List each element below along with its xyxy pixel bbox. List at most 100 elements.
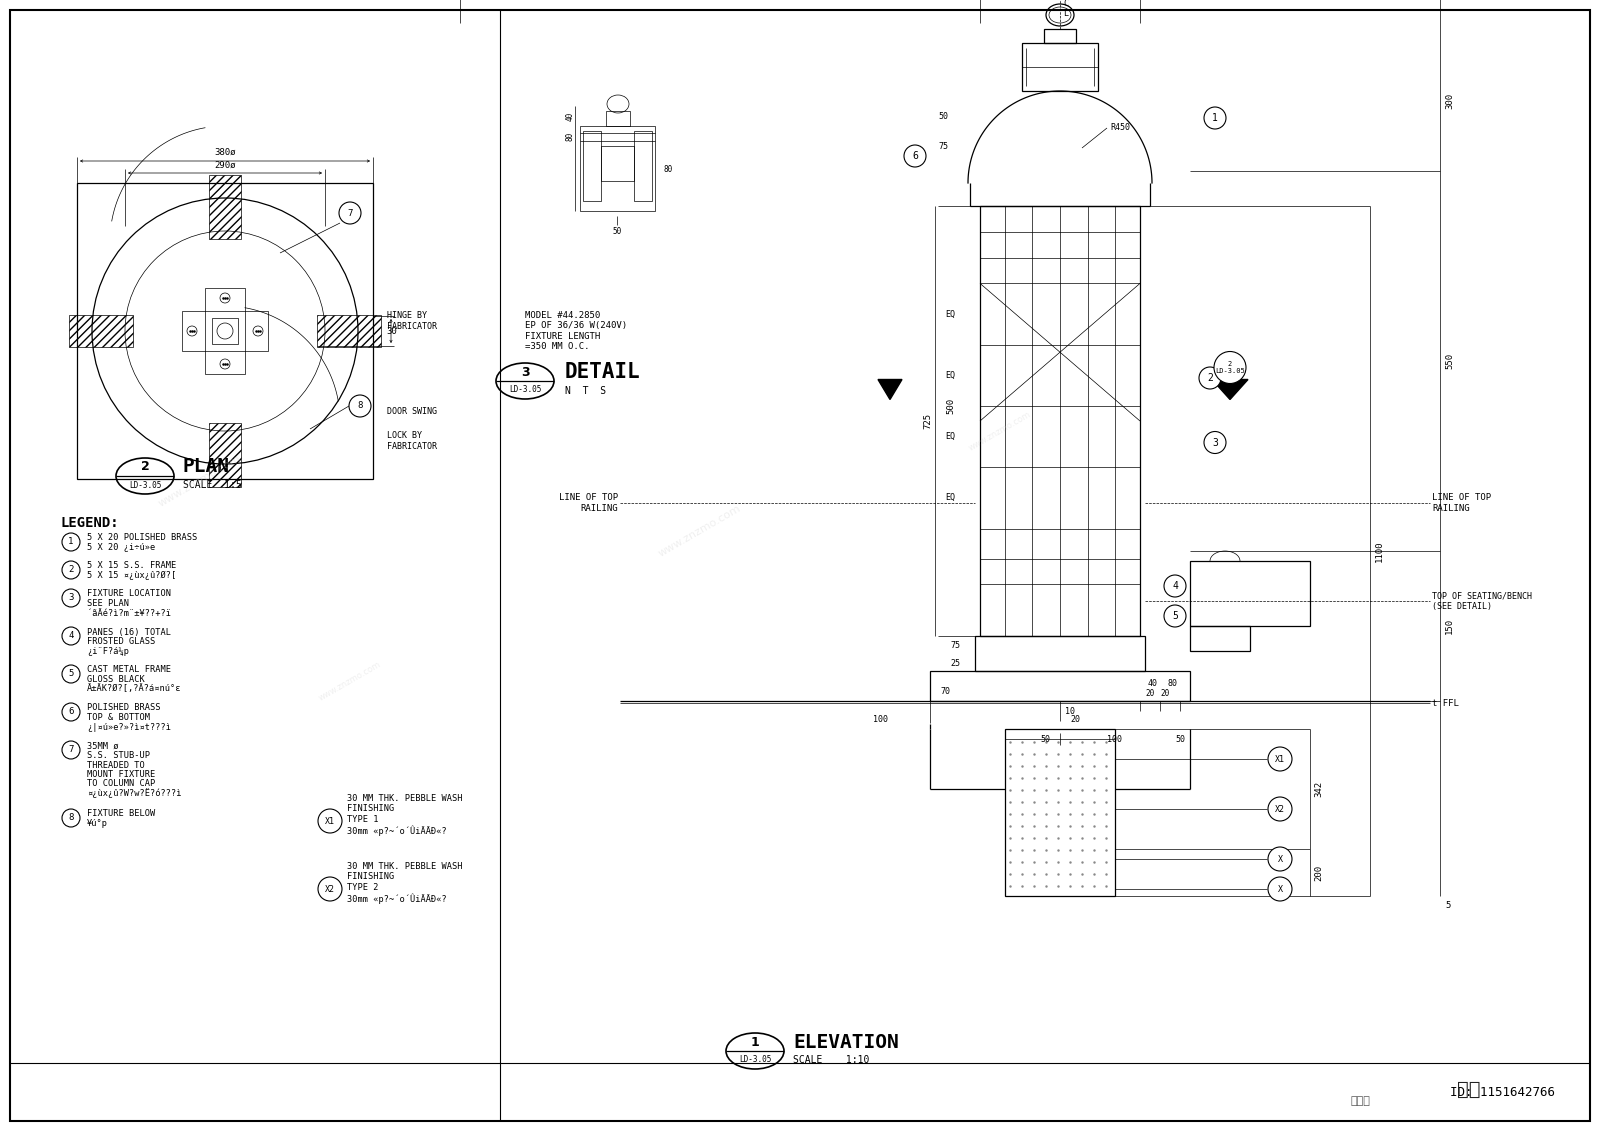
Text: R450: R450 — [1110, 123, 1130, 132]
Text: 4: 4 — [1173, 581, 1178, 592]
Circle shape — [318, 877, 342, 901]
Polygon shape — [878, 380, 902, 399]
Text: 20: 20 — [1146, 690, 1154, 699]
Text: 50: 50 — [938, 112, 947, 121]
Text: 30: 30 — [386, 327, 397, 336]
Text: DETAIL: DETAIL — [565, 362, 640, 382]
Text: 1: 1 — [750, 1036, 760, 1048]
Text: 500: 500 — [946, 398, 955, 414]
Text: 50: 50 — [613, 227, 622, 236]
Text: 8: 8 — [69, 813, 74, 822]
Text: 342: 342 — [1314, 780, 1323, 797]
Text: 5: 5 — [1173, 611, 1178, 621]
Text: 725: 725 — [923, 413, 931, 429]
Text: ¤¿ùx¿û?W?w?Ë?ó???ì: ¤¿ùx¿û?W?w?Ë?ó???ì — [86, 788, 181, 798]
Text: CAST METAL FRAME: CAST METAL FRAME — [86, 665, 171, 674]
Circle shape — [62, 627, 80, 645]
Text: X2: X2 — [1275, 804, 1285, 813]
Bar — [210, 175, 242, 239]
Text: MOUNT FIXTURE: MOUNT FIXTURE — [86, 770, 155, 779]
Polygon shape — [1213, 380, 1248, 399]
Circle shape — [1214, 352, 1246, 383]
Bar — [205, 288, 245, 374]
Text: PLAN: PLAN — [182, 458, 230, 476]
Text: L: L — [1062, 9, 1069, 18]
Text: 25: 25 — [950, 658, 960, 667]
Text: EQ: EQ — [946, 371, 955, 380]
Text: LINE OF TOP
RAILING: LINE OF TOP RAILING — [1432, 493, 1491, 512]
Circle shape — [339, 202, 362, 224]
Text: FIXTURE LOCATION: FIXTURE LOCATION — [86, 589, 171, 598]
Text: 75: 75 — [938, 143, 947, 152]
Text: www.znzmo.com: www.znzmo.com — [157, 454, 243, 509]
Text: 5 X 15 S.S. FRAME: 5 X 15 S.S. FRAME — [86, 561, 176, 570]
Text: 1100: 1100 — [1374, 541, 1384, 562]
Bar — [930, 671, 1190, 701]
Text: 8: 8 — [357, 402, 363, 411]
Text: LOCK BY
FABRICATOR: LOCK BY FABRICATOR — [387, 431, 437, 450]
Text: FIXTURE BELOW: FIXTURE BELOW — [86, 810, 155, 819]
Text: 290ø: 290ø — [214, 161, 235, 170]
Text: LD-3.05: LD-3.05 — [130, 481, 162, 490]
Circle shape — [1205, 432, 1226, 454]
Text: DOOR SWING: DOOR SWING — [387, 406, 437, 415]
Text: PANES (16) TOTAL: PANES (16) TOTAL — [86, 628, 171, 637]
Circle shape — [1267, 877, 1293, 901]
Text: 150: 150 — [1445, 618, 1454, 634]
Bar — [582, 131, 602, 201]
Text: 3: 3 — [1213, 438, 1218, 448]
Text: X1: X1 — [1275, 754, 1285, 763]
Text: S.S. STUB-UP: S.S. STUB-UP — [86, 751, 150, 760]
Circle shape — [1198, 366, 1221, 389]
Bar — [211, 318, 238, 344]
Text: TOP OF SEATING/BENCH
(SEE DETAIL): TOP OF SEATING/BENCH (SEE DETAIL) — [1432, 592, 1533, 611]
Text: www.znzmo.com: www.znzmo.com — [968, 409, 1032, 452]
Text: 5: 5 — [1445, 901, 1450, 910]
Bar — [579, 126, 654, 211]
Text: GLOSS BLACK: GLOSS BLACK — [86, 675, 144, 684]
Circle shape — [62, 533, 80, 551]
Text: N  T  S: N T S — [565, 386, 606, 396]
Bar — [1022, 43, 1098, 90]
Text: 2: 2 — [1206, 373, 1213, 383]
Text: ID: 1151642766: ID: 1151642766 — [1450, 1087, 1555, 1099]
Text: 2
LD-3.05: 2 LD-3.05 — [1214, 361, 1245, 374]
Text: EQ: EQ — [946, 493, 955, 502]
Text: t FFL: t FFL — [1432, 699, 1459, 708]
Bar — [317, 316, 381, 347]
Circle shape — [349, 395, 371, 417]
Text: SCALE  1:5: SCALE 1:5 — [182, 480, 242, 490]
Text: 50: 50 — [1040, 734, 1050, 743]
Bar — [182, 311, 269, 351]
Text: 1: 1 — [1213, 113, 1218, 123]
Circle shape — [1267, 847, 1293, 871]
Circle shape — [62, 703, 80, 720]
Text: ¥ú°p: ¥ú°p — [86, 819, 109, 828]
Text: FROSTED GLASS: FROSTED GLASS — [86, 637, 155, 646]
Text: 300: 300 — [1445, 93, 1454, 109]
Bar — [1043, 29, 1075, 43]
Circle shape — [62, 741, 80, 759]
Text: 5 X 15 ¤¿ùx¿û?Ø?[: 5 X 15 ¤¿ùx¿û?Ø?[ — [86, 571, 176, 580]
Text: X: X — [1277, 855, 1283, 863]
Bar — [77, 183, 373, 480]
Text: 6: 6 — [69, 708, 74, 717]
Text: 100: 100 — [1107, 734, 1123, 743]
Text: ¿|¤ú»e?»?ì¤t???ì: ¿|¤ú»e?»?ì¤t???ì — [86, 723, 171, 732]
Text: X1: X1 — [325, 817, 334, 826]
Bar — [69, 316, 133, 347]
Text: X2: X2 — [325, 884, 334, 893]
Circle shape — [62, 809, 80, 827]
Bar — [634, 131, 653, 201]
Text: 1: 1 — [69, 537, 74, 546]
Text: 200: 200 — [1314, 864, 1323, 881]
Text: 7: 7 — [69, 745, 74, 754]
Text: SEE PLAN: SEE PLAN — [86, 599, 130, 608]
Bar — [1190, 625, 1250, 651]
Circle shape — [62, 561, 80, 579]
Text: 知末网: 知末网 — [1350, 1096, 1370, 1106]
Bar — [974, 636, 1146, 671]
Text: 5 X 20 ¿i÷ú»e: 5 X 20 ¿i÷ú»e — [86, 543, 155, 552]
Text: EQ: EQ — [946, 310, 955, 319]
Text: 4: 4 — [69, 631, 74, 640]
